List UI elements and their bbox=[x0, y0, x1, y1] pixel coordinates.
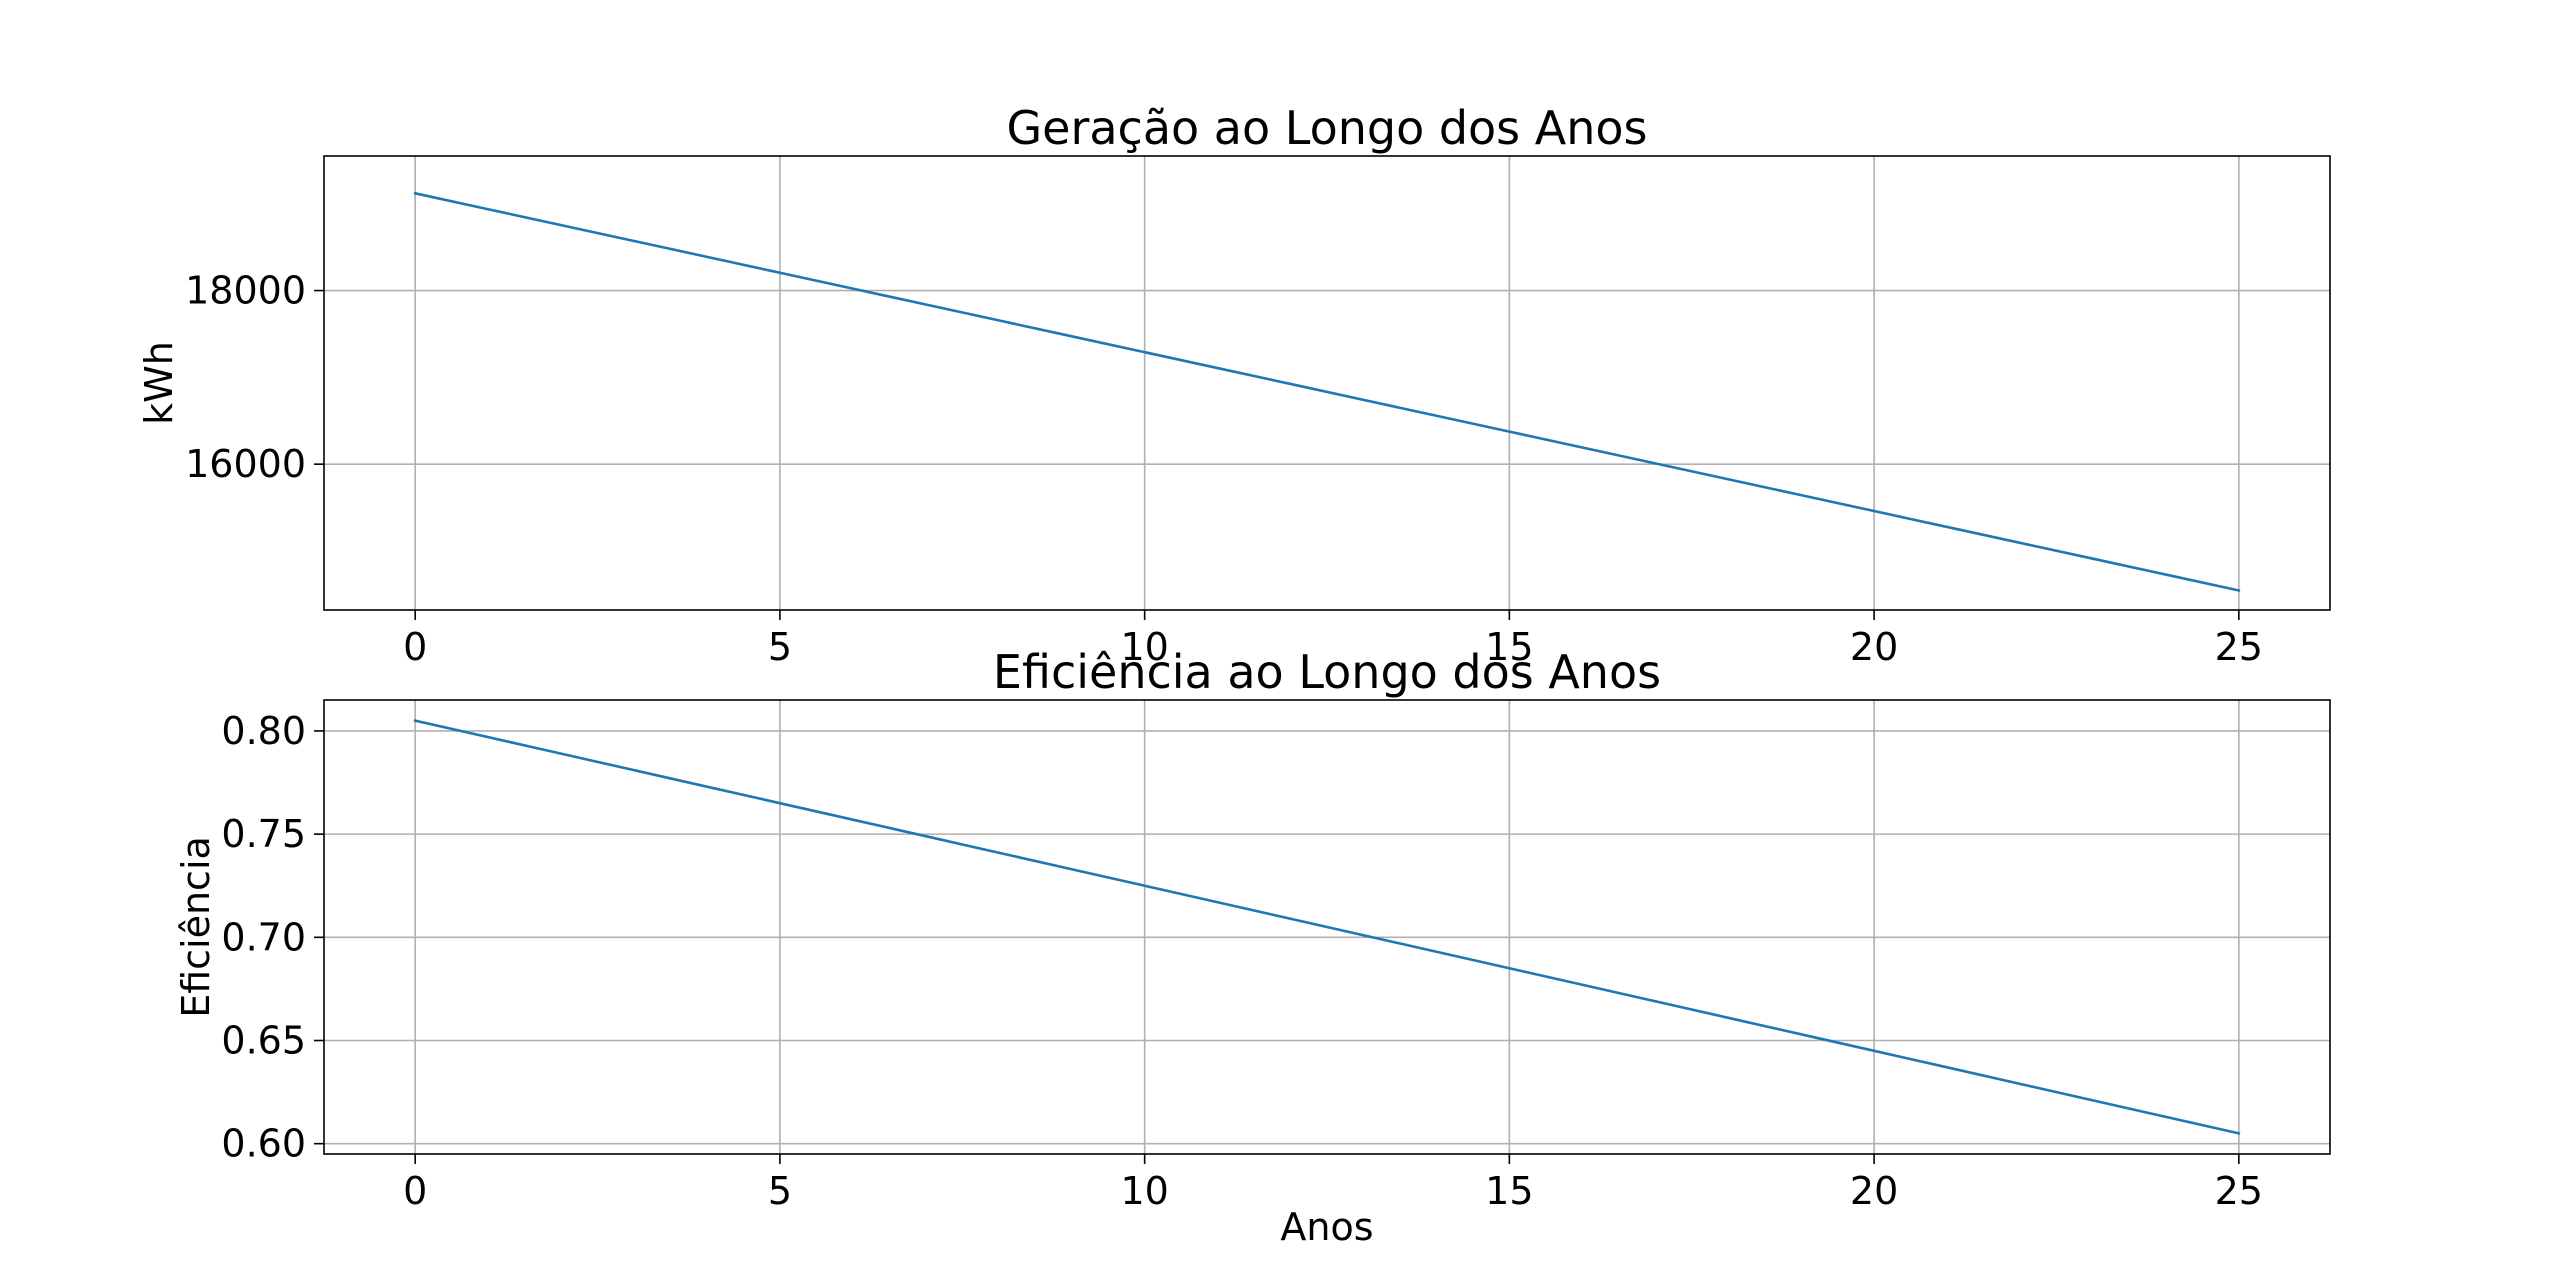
generation-xtick-label: 25 bbox=[2215, 625, 2263, 669]
efficiency-axes-frame bbox=[323, 699, 2331, 1155]
efficiency-xtick-label: 20 bbox=[1850, 1169, 1898, 1213]
efficiency-ytick-label: 0.60 bbox=[221, 1122, 306, 1166]
efficiency-ytick-label: 0.70 bbox=[221, 915, 306, 959]
efficiency-ytick-label: 0.80 bbox=[221, 709, 306, 753]
generation-ytick-label: 18000 bbox=[185, 269, 306, 313]
efficiency-xtick-label: 25 bbox=[2215, 1169, 2263, 1213]
efficiency-ticks: 0 5 10 15 20 25 0.60 0.65 0.70 0.75 0.80 bbox=[221, 709, 2263, 1213]
generation-series-line bbox=[413, 191, 2241, 593]
generation-xtick-label: 15 bbox=[1485, 625, 1533, 669]
efficiency-panel: 0 5 10 15 20 25 0.60 0.65 0.70 0.75 0.80 Eficiênci… bbox=[174, 645, 2331, 1249]
generation-ylabel: kWh bbox=[137, 341, 181, 425]
generation-xtick-label: 0 bbox=[403, 625, 427, 669]
efficiency-ytick-label: 0.65 bbox=[221, 1019, 306, 1063]
generation-axes-frame bbox=[323, 155, 2331, 611]
efficiency-ytick-label: 0.75 bbox=[221, 812, 306, 856]
generation-xtick-label: 20 bbox=[1850, 625, 1898, 669]
efficiency-ylabel: Eficiência bbox=[174, 836, 218, 1018]
efficiency-title: Eficiência ao Longo dos Anos bbox=[993, 645, 1661, 699]
efficiency-xtick-label: 0 bbox=[403, 1169, 427, 1213]
generation-title: Geração ao Longo dos Anos bbox=[1007, 101, 1648, 155]
efficiency-xtick-label: 5 bbox=[768, 1169, 792, 1213]
generation-xtick-label: 10 bbox=[1120, 625, 1168, 669]
efficiency-xlabel: Anos bbox=[1280, 1205, 1373, 1249]
efficiency-xtick-label: 10 bbox=[1120, 1169, 1168, 1213]
efficiency-xtick-label: 15 bbox=[1485, 1169, 1533, 1213]
generation-xtick-label: 5 bbox=[768, 625, 792, 669]
generation-series bbox=[413, 191, 2241, 593]
efficiency-grid bbox=[324, 700, 2330, 1154]
efficiency-series bbox=[413, 719, 2241, 1135]
generation-panel: 0 5 10 15 20 25 16000 18000 Geração ao Longo do… bbox=[137, 101, 2331, 669]
generation-ytick-label: 16000 bbox=[185, 442, 306, 486]
efficiency-series-line bbox=[413, 719, 2241, 1135]
generation-grid bbox=[324, 156, 2330, 610]
generation-ticks: 0 5 10 15 20 25 16000 18000 bbox=[185, 269, 2263, 669]
